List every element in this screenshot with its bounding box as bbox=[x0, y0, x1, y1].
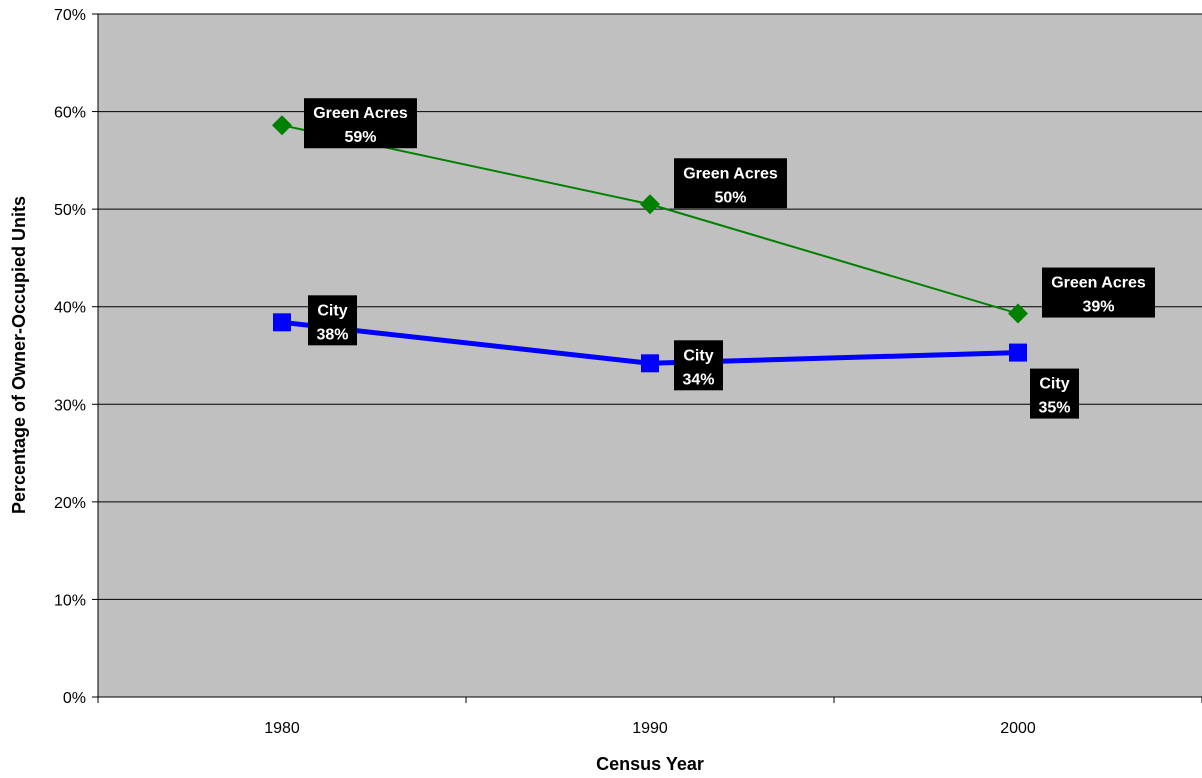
green-acres-marker bbox=[1008, 303, 1028, 324]
y-tick-label: 70% bbox=[54, 7, 86, 24]
data-label: City 34% bbox=[674, 340, 723, 391]
data-label-box bbox=[674, 340, 723, 391]
y-axis-ticks: 0% 10% 20% 30% 40% 50% 60% 70% bbox=[54, 7, 98, 707]
city-marker bbox=[641, 354, 659, 373]
data-label-value: 35% bbox=[1038, 400, 1070, 417]
data-label-box bbox=[304, 98, 417, 149]
green-acres-marker bbox=[272, 115, 292, 136]
data-labels: Green Acres 59% Green Acres 50% Green Acres 3… bbox=[304, 98, 1155, 419]
data-label-box bbox=[308, 295, 357, 346]
y-tick-label: 10% bbox=[54, 592, 86, 609]
data-label-series: City bbox=[683, 347, 713, 364]
data-label: Green Acres 50% bbox=[674, 158, 787, 209]
data-label: City 35% bbox=[1030, 368, 1079, 419]
data-label-value: 59% bbox=[344, 129, 376, 146]
y-axis-title: Percentage of Owner-Occupied Units bbox=[9, 196, 29, 514]
gridlines bbox=[98, 13, 1202, 600]
axes bbox=[97, 14, 1202, 698]
series-layer bbox=[272, 115, 1028, 373]
y-tick-label: 30% bbox=[54, 397, 86, 414]
green-acres-marker bbox=[640, 194, 660, 215]
city-marker bbox=[1009, 343, 1027, 362]
y-tick-label: 60% bbox=[54, 105, 86, 122]
data-label-box bbox=[674, 158, 787, 209]
y-tick-label: 0% bbox=[63, 690, 86, 707]
y-tick-label: 20% bbox=[54, 495, 86, 512]
city-marker bbox=[273, 313, 291, 332]
data-label-series: Green Acres bbox=[1051, 275, 1146, 292]
x-axis-title: Census Year bbox=[596, 754, 704, 774]
x-tick-label: 1990 bbox=[632, 720, 668, 737]
data-label-series: City bbox=[1039, 376, 1069, 393]
data-label-value: 34% bbox=[682, 371, 714, 388]
x-tick-label: 2000 bbox=[1000, 720, 1036, 737]
data-label-value: 39% bbox=[1082, 299, 1114, 316]
y-tick-label: 40% bbox=[54, 300, 86, 317]
data-label-series: Green Acres bbox=[683, 165, 778, 182]
data-label-box bbox=[1030, 368, 1079, 419]
y-tick-label: 50% bbox=[54, 202, 86, 219]
data-label-series: City bbox=[317, 302, 347, 319]
data-label-value: 50% bbox=[714, 189, 746, 206]
data-label-series: Green Acres bbox=[313, 105, 408, 122]
x-tick-label: 1980 bbox=[264, 720, 300, 737]
data-label-value: 38% bbox=[316, 326, 348, 343]
data-label: Green Acres 59% bbox=[304, 98, 417, 149]
data-label: Green Acres 39% bbox=[1042, 267, 1155, 318]
x-axis-ticks: 1980 1990 2000 bbox=[97, 697, 1202, 737]
data-label: City 38% bbox=[308, 295, 357, 346]
data-label-box bbox=[1042, 267, 1155, 318]
